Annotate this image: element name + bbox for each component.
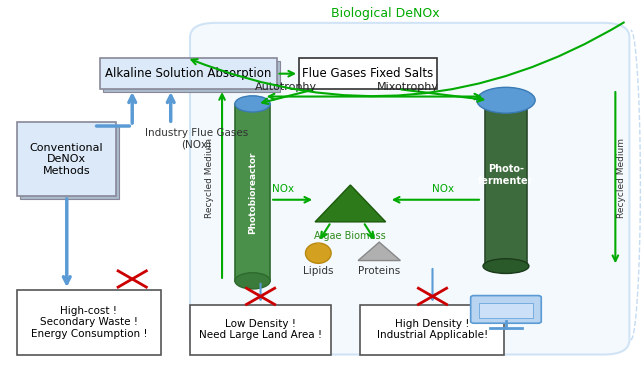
Ellipse shape xyxy=(476,87,535,113)
FancyBboxPatch shape xyxy=(485,100,527,266)
FancyBboxPatch shape xyxy=(360,305,504,354)
FancyBboxPatch shape xyxy=(17,290,161,354)
Polygon shape xyxy=(315,185,386,222)
Polygon shape xyxy=(308,242,329,253)
Text: Lipids: Lipids xyxy=(303,266,334,276)
Text: Mixotrophy: Mixotrophy xyxy=(377,82,439,92)
Text: Conventional
DeNOx
Methods: Conventional DeNOx Methods xyxy=(30,142,104,176)
Text: Biological DeNOx: Biological DeNOx xyxy=(331,7,440,20)
Text: Recycled Medium: Recycled Medium xyxy=(617,138,626,218)
Ellipse shape xyxy=(483,259,529,273)
Ellipse shape xyxy=(235,273,270,289)
Text: Photobioreactor: Photobioreactor xyxy=(248,151,257,233)
Text: Algae Biomass: Algae Biomass xyxy=(314,231,386,241)
FancyBboxPatch shape xyxy=(299,58,437,89)
Ellipse shape xyxy=(305,243,331,263)
Text: High-cost !
Secondary Waste !
Energy Consumption !: High-cost ! Secondary Waste ! Energy Con… xyxy=(31,306,147,339)
FancyBboxPatch shape xyxy=(190,23,629,354)
FancyBboxPatch shape xyxy=(190,305,331,354)
FancyBboxPatch shape xyxy=(235,104,270,281)
Text: Proteins: Proteins xyxy=(358,266,401,276)
FancyBboxPatch shape xyxy=(20,125,120,199)
FancyBboxPatch shape xyxy=(479,303,533,319)
Text: NOx: NOx xyxy=(432,184,455,194)
FancyBboxPatch shape xyxy=(17,122,116,196)
Text: NOx: NOx xyxy=(272,184,294,194)
Text: Photo-
fermenter: Photo- fermenter xyxy=(478,164,534,186)
Polygon shape xyxy=(358,242,401,260)
Text: Recycled Medium: Recycled Medium xyxy=(204,138,213,218)
Text: High Density !
Industrial Applicable!: High Density ! Industrial Applicable! xyxy=(377,319,488,340)
FancyBboxPatch shape xyxy=(471,296,541,323)
FancyBboxPatch shape xyxy=(104,61,280,92)
Text: Alkaline Solution Absorption: Alkaline Solution Absorption xyxy=(105,67,271,80)
Text: Flue Gases Fixed Salts: Flue Gases Fixed Salts xyxy=(302,67,433,80)
Ellipse shape xyxy=(235,96,270,112)
FancyBboxPatch shape xyxy=(100,58,276,89)
Text: Autotrophy: Autotrophy xyxy=(255,82,317,92)
Text: Low Density !
Need Large Land Area !: Low Density ! Need Large Land Area ! xyxy=(199,319,322,340)
Text: Industry Flue Gases
(NOx): Industry Flue Gases (NOx) xyxy=(145,128,248,150)
